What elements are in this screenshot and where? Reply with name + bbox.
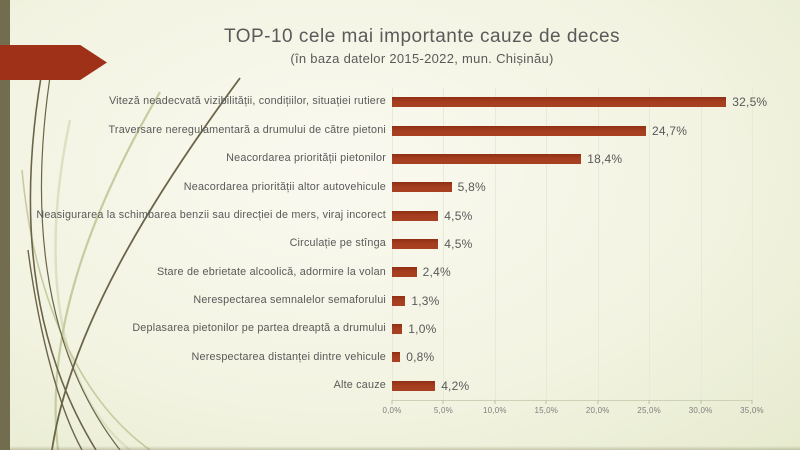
axis-tick-label: 15,0% — [534, 406, 559, 415]
axis-tick — [442, 400, 444, 404]
axis-tick-label: 35,0% — [740, 406, 764, 415]
category-label: Traversare neregulamentară a drumului de… — [108, 123, 386, 136]
curve-dark-1 — [29, 59, 97, 450]
bar — [392, 380, 436, 391]
bar-value-label: 4,5% — [444, 208, 473, 223]
bar-row: 4,2% — [392, 372, 752, 400]
bar-value-label: 32,5% — [732, 95, 768, 110]
bar-value-label: 24,7% — [652, 123, 688, 138]
bar-value-label: 5,8% — [457, 180, 486, 195]
axis-tick-label: 20,0% — [585, 406, 610, 415]
bar — [392, 153, 582, 164]
axis-tick-label: 0,0% — [382, 406, 402, 415]
bar-value-label: 1,0% — [408, 322, 437, 337]
bar-row: 2,4% — [392, 258, 752, 286]
category-label: Alte cauze — [333, 379, 386, 392]
bar-row: 24,7% — [392, 116, 752, 144]
category-label: Viteză neadecvată vizibilității, condiți… — [108, 95, 386, 108]
axis-tick — [494, 400, 496, 404]
bar-row: 1,3% — [392, 287, 752, 315]
curve-light-2 — [21, 169, 151, 450]
slide-title: TOP-10 cele mai importante cauze de dece… — [223, 26, 621, 47]
bar — [392, 324, 403, 335]
axis-tick — [545, 400, 547, 404]
bar-row: 0,8% — [392, 343, 752, 371]
bar-rows: 32,5% 24,7% 18,4% 5,8% 4,5% 4,5% 2,4% 1,3% 1,0% 0… — [392, 88, 767, 400]
category-label: Deplasarea pietonilor pe partea dreaptă … — [132, 322, 386, 335]
bar-value-label: 0,8% — [406, 350, 435, 365]
gridline — [494, 88, 496, 400]
axis-tick-label: 25,0% — [637, 406, 661, 415]
bar-row: 1,0% — [392, 315, 752, 343]
bar — [392, 238, 439, 249]
bar-row: 5,8% — [392, 173, 752, 201]
category-labels-column: Viteză neadecvată vizibilității, condiți… — [30, 88, 386, 400]
bar — [392, 97, 727, 108]
gridline — [752, 88, 753, 400]
title-block: TOP-10 cele mai importante cauze de dece… — [60, 26, 784, 66]
curve-dark-4 — [27, 249, 83, 450]
axis-tick-label: 30,0% — [688, 406, 713, 415]
decorative-curves — [21, 59, 241, 450]
category-label: Neacordarea priorității pietonilor — [226, 152, 386, 165]
bar — [392, 352, 401, 363]
bar-row: 32,5% — [392, 88, 767, 116]
gridline — [597, 88, 599, 400]
category-label: Neacordarea priorității altor autovehicu… — [183, 180, 386, 193]
slide-subtitle: (în baza datelor 2015-2022, mun. Chișină… — [290, 51, 554, 66]
bar — [392, 295, 406, 306]
axis-tick — [391, 400, 393, 404]
bar-row: 18,4% — [392, 145, 752, 173]
x-axis: 0,0% 5,0% 10,0% 15,0% 20,0% 25,0% 30,0% 35,0% — [382, 400, 764, 420]
curve-dark-2 — [40, 63, 121, 450]
gridline — [649, 88, 651, 400]
axis-tick — [648, 400, 650, 404]
axis-tick — [700, 400, 702, 404]
gridline — [443, 88, 445, 400]
axis-tick — [751, 400, 753, 404]
plot-area: 32,5% 24,7% 18,4% 5,8% 4,5% 4,5% 2,4% 1,3% 1,0% 0… — [392, 88, 767, 401]
bar-row: 4,5% — [392, 201, 752, 229]
bar-chart: Viteză neadecvată vizibilității, condiți… — [30, 88, 767, 420]
category-label: Nerespectarea distanței dintre vehicule — [191, 350, 386, 363]
curve-dark-3 — [51, 77, 241, 450]
gridline — [546, 88, 548, 400]
bar — [392, 267, 417, 278]
bar-value-label: 4,2% — [441, 378, 470, 393]
bar-value-label: 2,4% — [422, 265, 451, 280]
bar — [392, 182, 452, 193]
accent-arrow-icon — [0, 45, 107, 80]
gridline — [700, 88, 702, 400]
category-label: Nerespectarea semnalelor semaforului — [193, 293, 386, 306]
slide-bottom-shadow — [0, 446, 800, 450]
axis-tick — [597, 400, 599, 404]
bar — [392, 125, 647, 136]
axis-tick-label: 10,0% — [483, 406, 507, 415]
category-label: Neasigurarea la schimbarea benzii sau di… — [36, 208, 386, 221]
bar-value-label: 4,5% — [444, 236, 473, 251]
axis-tick-label: 5,0% — [433, 406, 453, 415]
bar-value-label: 1,3% — [411, 293, 440, 308]
curve-pale-1 — [54, 119, 131, 450]
bar — [392, 210, 439, 221]
left-accent-strip — [0, 0, 10, 450]
bar-value-label: 18,4% — [587, 151, 623, 166]
category-label: Stare de ebrietate alcoolică, adormire l… — [156, 265, 386, 278]
curve-light-1 — [54, 91, 161, 450]
bar-row: 4,5% — [392, 230, 752, 258]
category-label: Circulație pe stînga — [289, 237, 386, 250]
